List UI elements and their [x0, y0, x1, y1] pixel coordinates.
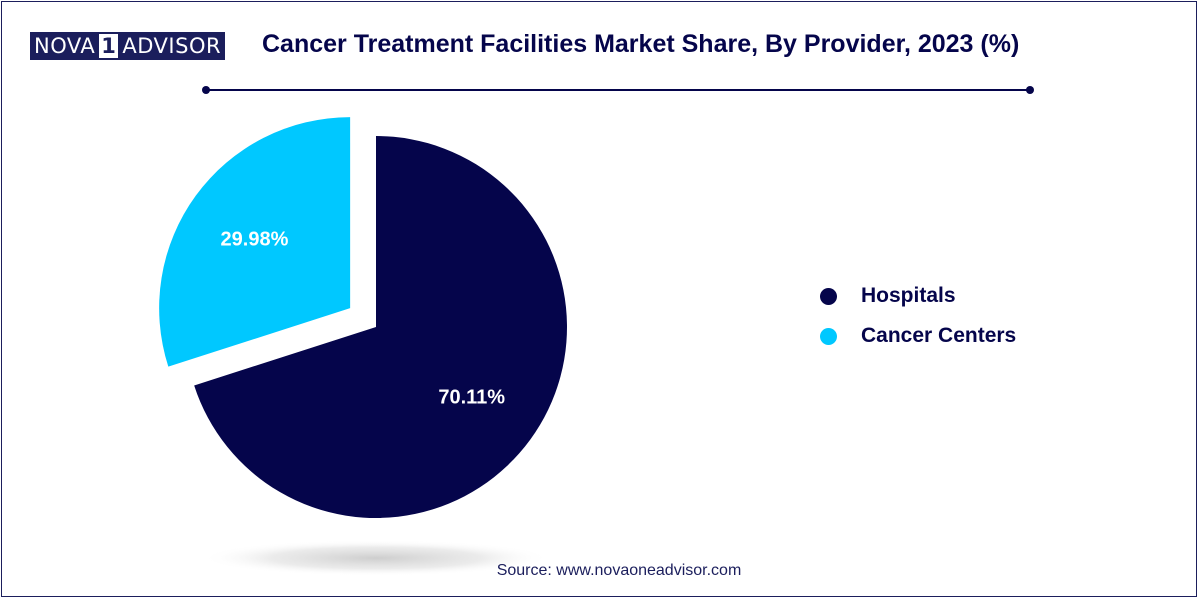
legend-item-hospitals: Hospitals: [820, 276, 1016, 316]
legend-swatch-cancer-centers: [820, 327, 837, 345]
legend-swatch-hospitals: [820, 287, 837, 305]
pie-slice-labels: 70.11% 29.98%: [221, 228, 506, 408]
legend-item-cancer-centers: Cancer Centers: [820, 316, 1016, 356]
legend-label-cancer-centers: Cancer Centers: [861, 324, 1017, 347]
chart-title: Cancer Treatment Facilities Market Share…: [262, 30, 1020, 58]
pie-label-hospitals: 70.11%: [438, 387, 505, 409]
divider-right-dot: [1026, 86, 1034, 94]
logo-text-advisor: ADVISOR: [120, 32, 226, 60]
pie-label-cancer-centers: 29.98%: [221, 228, 289, 250]
divider-left-dot: [202, 86, 210, 94]
pie-slice-hospitals: [194, 136, 567, 518]
logo-text-number: 1: [97, 32, 121, 60]
pie-slices: [159, 117, 567, 518]
pie-slice-cancer-centers: [159, 117, 351, 367]
logo-text-nova: NOVA: [30, 32, 98, 60]
pie-shadow: [201, 540, 551, 576]
source-note: Source: www.novaoneadvisor.com: [496, 562, 742, 579]
legend-label-hospitals: Hospitals: [861, 284, 956, 307]
brand-logo: NOVA 1 ADVISOR: [30, 32, 226, 60]
title-divider: [206, 89, 1030, 91]
legend: Hospitals Cancer Centers: [820, 276, 1016, 356]
